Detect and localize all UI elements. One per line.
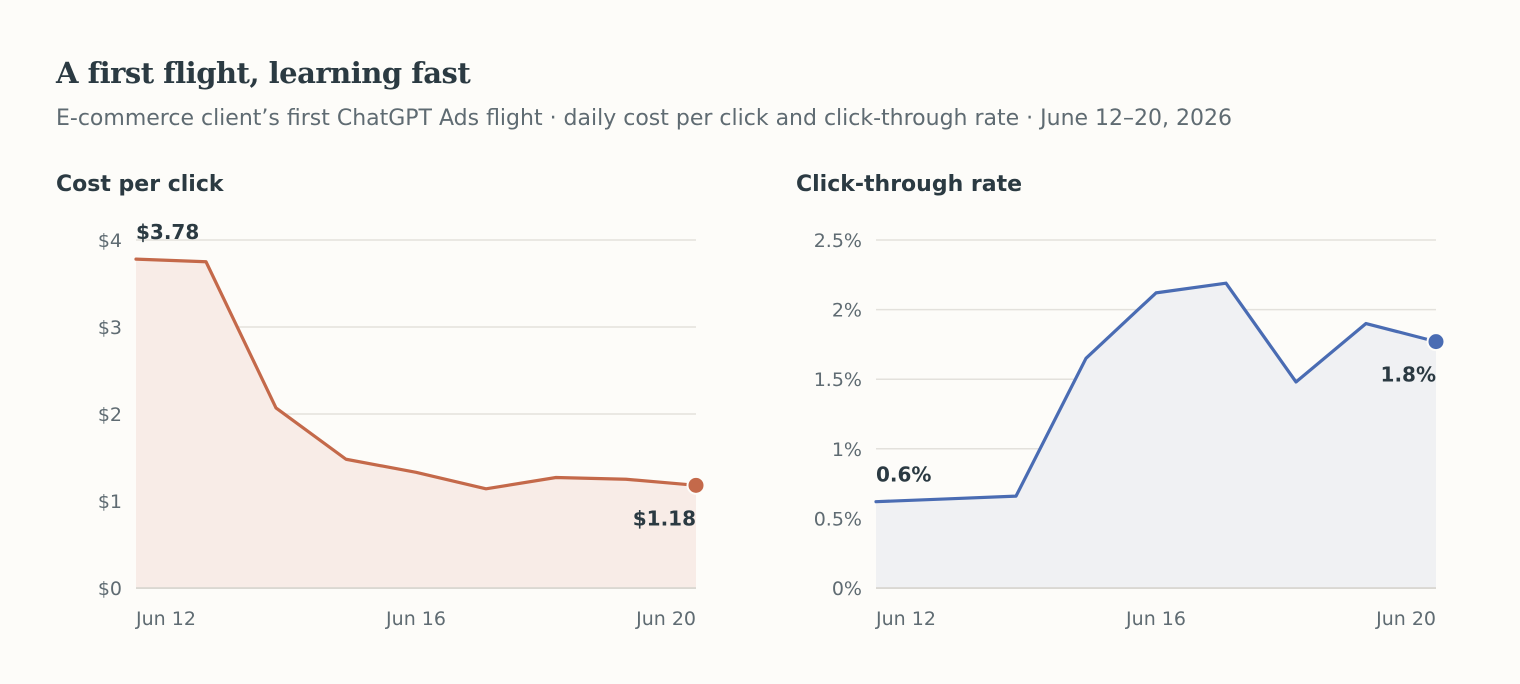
cpc-x-tick-label: Jun 16: [385, 608, 446, 630]
cpc-y-tick-label: $1: [98, 491, 122, 513]
ctr-end-point: [1426, 332, 1446, 352]
ctr-chart: 0% 0.5% 1% 1.5% 2% 2.5% 0.6% 1.8% Jun 12 Jun 16 Ju…: [814, 230, 1446, 630]
cpc-y-tick-label: $2: [98, 404, 122, 426]
ctr-start-value-label: 0.6%: [876, 463, 931, 487]
ctr-x-tick-label: Jun 12: [875, 608, 936, 630]
ctr-area-fill: [876, 283, 1436, 588]
ctr-series-line: [874, 281, 1438, 504]
cpc-chart: $0 $1 $2 $3 $4 $3.78 $1.18 Jun 12 Jun 16 Jun 20: [98, 220, 706, 630]
ctr-y-tick-label: 1.5%: [814, 369, 862, 391]
ctr-panel-title: Click-through rate: [796, 172, 1023, 197]
ctr-y-tick-label: 1%: [832, 439, 862, 461]
cpc-x-tick-label: Jun 20: [635, 608, 696, 630]
cpc-panel-title: Cost per click: [56, 172, 224, 197]
cpc-end-point: [686, 475, 706, 495]
ctr-y-tick-label: 0%: [832, 578, 862, 600]
ctr-end-value-label: 1.8%: [1381, 363, 1436, 387]
chart-title: A first flight, learning fast: [56, 56, 471, 90]
chart-subtitle: E-commerce client’s first ChatGPT Ads fl…: [56, 106, 1233, 131]
cpc-y-tick-label: $4: [98, 230, 122, 252]
cpc-y-tick-label: $3: [98, 317, 122, 339]
cpc-area-fill: [136, 259, 696, 588]
cpc-start-value-label: $3.78: [136, 220, 199, 244]
ctr-panel: Click-through rate 0% 0.5% 1% 1.5% 2% 2.5% 0.6…: [796, 168, 1476, 648]
ctr-y-tick-label: 0.5%: [814, 508, 862, 530]
ctr-x-tick-label: Jun 20: [1375, 608, 1436, 630]
ctr-x-tick-label: Jun 16: [1125, 608, 1186, 630]
cpc-x-tick-label: Jun 12: [135, 608, 196, 630]
cpc-y-tick-label: $0: [98, 578, 122, 600]
cpc-panel: Cost per click $0 $1 $2 $3 $4 $3.78 $1.18 Jun 1…: [56, 168, 736, 648]
cpc-series-line: [134, 257, 698, 491]
cpc-end-value-label: $1.18: [633, 506, 696, 530]
ctr-y-tick-label: 2.5%: [814, 230, 862, 252]
ctr-y-tick-label: 2%: [832, 300, 862, 322]
